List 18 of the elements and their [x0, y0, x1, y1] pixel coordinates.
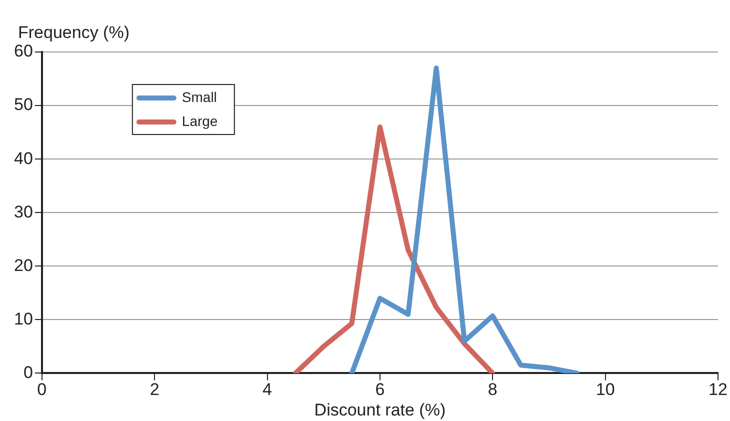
x-tick-label: 4 [262, 380, 272, 400]
x-axis-title: Discount rate (%) [314, 400, 446, 420]
x-tick-label: 0 [37, 380, 47, 400]
y-tick-label: 60 [14, 42, 33, 61]
y-tick-label: 30 [14, 202, 33, 222]
y-axis-title: Frequency (%) [18, 23, 130, 42]
y-tick-label: 0 [23, 362, 33, 382]
x-tick-label: 2 [150, 380, 160, 400]
y-tick-label: 50 [14, 95, 33, 114]
x-tick-label: 12 [708, 380, 728, 400]
legend-label: Small [182, 88, 217, 105]
x-tick-label: 6 [375, 380, 385, 400]
legend-label: Large [182, 112, 218, 129]
x-tick-label: 8 [488, 380, 498, 400]
y-tick-label: 10 [14, 309, 33, 328]
x-tick-label: 10 [596, 380, 615, 400]
y-tick-label: 20 [14, 256, 33, 275]
y-tick-label: 40 [14, 148, 33, 168]
